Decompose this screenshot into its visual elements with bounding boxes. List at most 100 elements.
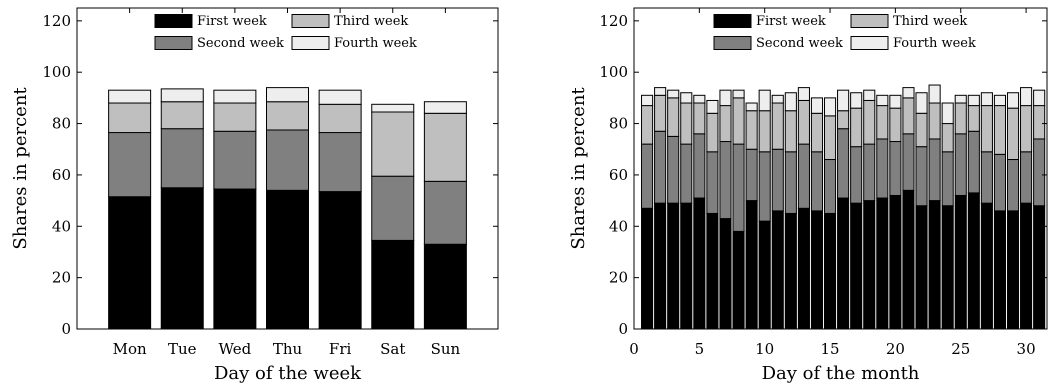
bar-segment — [771, 148, 784, 212]
y-tick-label: 40 — [609, 217, 628, 235]
bar-segment — [680, 143, 693, 204]
bar-segment — [160, 101, 204, 130]
bar-segment — [784, 92, 797, 112]
bar-segment — [719, 89, 732, 107]
legend-label: First week — [197, 14, 267, 29]
y-axis-title: Shares in percent — [10, 87, 31, 250]
bar-segment — [928, 138, 941, 202]
bar-segment — [108, 102, 152, 134]
bar-segment — [213, 102, 257, 132]
bar-segment — [797, 143, 810, 209]
x-tick-label: 20 — [886, 340, 905, 358]
bar-segment — [954, 133, 967, 196]
bar-segment — [797, 99, 810, 145]
bar-segment — [863, 200, 876, 330]
legend-swatch — [713, 14, 752, 28]
x-axis-title: Day of the week — [214, 363, 362, 384]
bar-segment — [654, 130, 667, 204]
bar-segment — [108, 132, 152, 198]
legend-swatch — [154, 14, 193, 28]
bar-segment — [745, 102, 758, 112]
legend-label: Second week — [197, 36, 284, 51]
bar-segment — [941, 151, 954, 207]
bar-segment — [706, 151, 719, 214]
bar-segment — [876, 105, 889, 140]
bar-segment — [667, 89, 680, 99]
bar-segment — [823, 159, 837, 214]
bar-segment — [719, 218, 732, 330]
y-tick-label: 80 — [52, 115, 71, 133]
bar-segment — [980, 92, 993, 107]
bar-segment — [1033, 138, 1046, 207]
bar-segment — [915, 92, 928, 114]
bar-segment — [810, 112, 824, 153]
bar-segment — [941, 205, 954, 330]
bar-segment — [1033, 89, 1046, 107]
bar-segment — [837, 128, 850, 199]
bar-segment — [758, 151, 771, 222]
y-tick-label: 60 — [609, 166, 628, 184]
x-tick-label: Wed — [219, 340, 252, 358]
bar-segment — [758, 220, 771, 330]
bar-segment — [941, 102, 954, 125]
bar-segment — [902, 87, 915, 99]
y-tick-label: 80 — [609, 115, 628, 133]
chart-2: 0 20 40 60 80 100 120 0 5 10 15 20 25 30 Day of the mo… — [568, 7, 1048, 384]
bar-segment — [889, 107, 902, 143]
bar-segment — [160, 187, 204, 330]
bar-segment — [371, 111, 415, 177]
chart-1: 0 20 40 60 80 100 120 Mon Tue Wed Thu Fri Sat Sun Day … — [10, 7, 499, 384]
bar-segment — [371, 103, 415, 113]
bar-segment — [1006, 92, 1020, 109]
legend-swatch — [850, 14, 889, 28]
bar-segment — [318, 132, 362, 193]
bar-segment — [784, 110, 797, 153]
bar-segment — [213, 89, 257, 104]
bar-segment — [371, 175, 415, 241]
bar-segment — [902, 133, 915, 191]
bar-segment — [1033, 105, 1046, 140]
bar-segment — [850, 107, 863, 148]
y-tick-label: 120 — [599, 12, 628, 30]
bar-segment — [993, 153, 1007, 212]
y-tick-label: 120 — [42, 12, 71, 30]
legend: First week Second week Third week Fourth we… — [154, 14, 417, 51]
bar-segment — [693, 94, 706, 104]
bar-segment — [160, 88, 204, 103]
bar-segment — [371, 239, 415, 330]
bar-segment — [980, 202, 993, 330]
bar-segment — [810, 151, 824, 212]
bar-segment — [706, 99, 719, 114]
x-tick-label: 25 — [951, 340, 970, 358]
bar-segment — [941, 123, 954, 153]
bar-segment — [797, 87, 810, 101]
bar-segment — [732, 230, 745, 330]
bar-segment — [1020, 105, 1033, 153]
bars — [641, 84, 1046, 330]
x-axis-title: Day of the month — [762, 363, 920, 384]
bar-segment — [693, 197, 706, 330]
bar-segment — [823, 212, 837, 330]
bar-segment — [876, 138, 889, 199]
bar-segment — [876, 197, 889, 330]
bar-segment — [837, 197, 850, 330]
bar-segment — [993, 94, 1007, 107]
bar-segment — [1020, 202, 1033, 330]
bar-segment — [993, 105, 1007, 155]
bar-segment — [318, 89, 362, 105]
bar-segment — [213, 188, 257, 330]
bar-segment — [732, 143, 745, 232]
legend-label: Second week — [756, 36, 843, 51]
bar-segment — [266, 129, 309, 191]
bar-segment — [980, 151, 993, 204]
x-tick-label: 10 — [755, 340, 774, 358]
bar-segment — [967, 192, 980, 330]
x-tick-label: Sun — [431, 340, 461, 358]
bar-segment — [784, 212, 797, 330]
bar-segment — [719, 141, 732, 220]
bar-segment — [758, 89, 771, 112]
y-tick-label: 0 — [61, 320, 71, 338]
bar-segment — [654, 202, 667, 330]
bar-segment — [837, 89, 850, 112]
bar-segment — [318, 103, 362, 134]
